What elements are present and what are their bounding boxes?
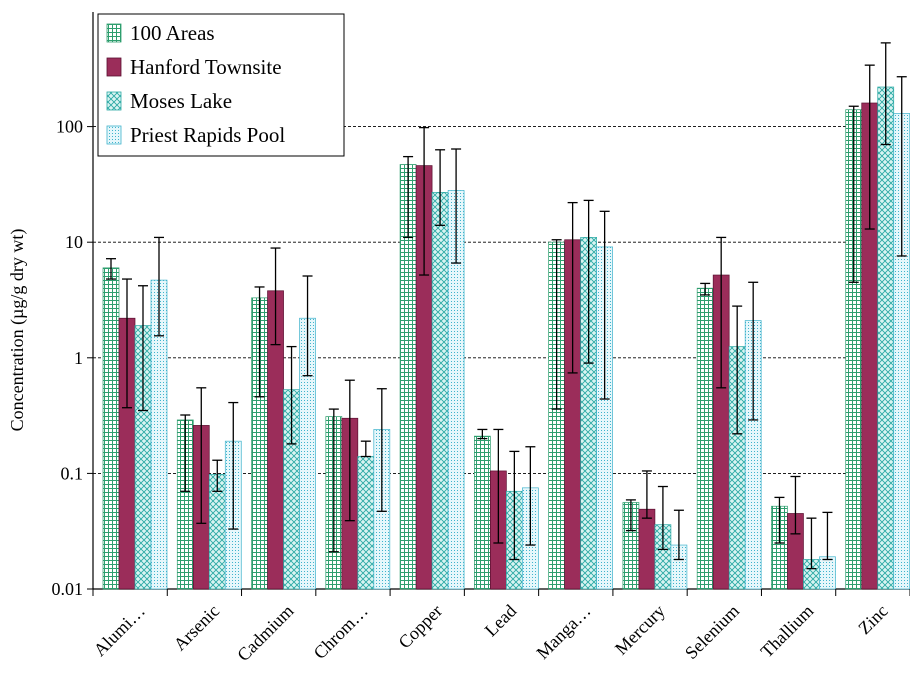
legend-swatch — [106, 57, 122, 77]
legend-label: Moses Lake — [130, 89, 232, 113]
x-tick-label: Cadmium — [233, 601, 297, 665]
bars — [102, 86, 910, 590]
x-tick-label: Chrom… — [310, 601, 372, 663]
bar — [474, 435, 491, 590]
bar — [877, 86, 895, 590]
bar — [431, 191, 449, 590]
y-tick-label: 100 — [56, 117, 83, 137]
legend-swatch — [106, 91, 122, 111]
x-axis-ticks: Alumi… Arsenic Cadmium Chrom… Copper Lead Mang… — [90, 589, 910, 665]
legend-swatch — [106, 23, 122, 43]
y-axis-ticks: 0.01 0.1 1 10 100 — [52, 117, 93, 599]
legend-label: 100 Areas — [130, 21, 215, 45]
legend: 100 Areas Hanford Townsite Moses Lake Pries… — [97, 13, 345, 157]
y-axis-label: Concentration (µg/g dry wt) — [7, 229, 28, 432]
x-tick-label: Lead — [481, 601, 521, 641]
x-tick-label: Manga… — [532, 601, 594, 663]
y-tick-label: 1 — [74, 348, 83, 368]
x-tick-label: Copper — [394, 601, 446, 653]
x-tick-label: Alumi… — [90, 601, 149, 660]
gridlines — [93, 126, 910, 474]
y-tick-label: 0.01 — [52, 579, 84, 599]
bar — [638, 508, 656, 590]
bar — [357, 456, 375, 590]
legend-swatch — [106, 125, 122, 145]
legend-label: Priest Rapids Pool — [130, 123, 285, 147]
x-tick-label: Mercury — [611, 601, 669, 659]
bar — [102, 267, 120, 590]
x-tick-label: Arsenic — [170, 601, 224, 655]
x-tick-label: Selenium — [681, 601, 743, 663]
error-bars — [106, 42, 907, 570]
x-tick-label: Zinc — [854, 601, 891, 638]
legend-label: Hanford Townsite — [130, 55, 282, 79]
bar — [819, 556, 836, 590]
x-tick-label: Thallium — [757, 601, 818, 662]
bar — [696, 287, 714, 590]
y-tick-label: 0.1 — [61, 463, 84, 483]
y-tick-label: 10 — [65, 232, 83, 252]
